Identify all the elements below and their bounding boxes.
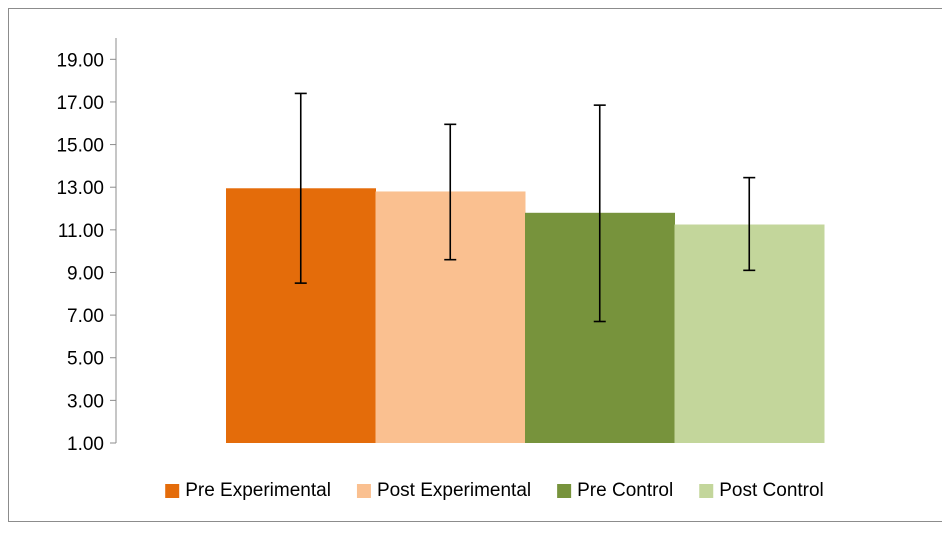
- legend: Pre Experimental Post Experimental Pre Con…: [165, 480, 824, 501]
- y-tick-label: 17.00: [56, 93, 104, 114]
- y-tick-label: 5.00: [67, 349, 104, 370]
- y-tick-label: 13.00: [56, 178, 104, 199]
- bars-group: [226, 188, 825, 443]
- y-tick-label: 9.00: [67, 263, 104, 284]
- y-tick-label: 15.00: [56, 136, 104, 157]
- legend-swatch: [699, 484, 714, 498]
- legend-label: Post Control: [719, 480, 824, 501]
- legend-swatch: [356, 484, 371, 498]
- legend-item-pre-experimental: Pre Experimental: [165, 480, 331, 501]
- legend-item-pre-control: Pre Control: [557, 480, 673, 501]
- legend-swatch: [557, 484, 572, 498]
- y-tick-label: 19.00: [56, 50, 104, 71]
- legend-item-post-experimental: Post Experimental: [356, 480, 531, 501]
- y-tick-label: 11.00: [58, 221, 104, 242]
- legend-label: Post Experimental: [377, 480, 531, 501]
- y-tick-label: 3.00: [67, 391, 104, 412]
- y-axis-group: 1.00 3.00 5.00 7.00 9.00 11.00 13.00 15.00 17.00…: [56, 38, 117, 455]
- y-tick-label: 1.00: [67, 434, 104, 455]
- legend-label: Pre Control: [577, 480, 673, 501]
- legend-swatch: [165, 484, 180, 498]
- y-tick-label: 7.00: [67, 306, 104, 327]
- legend-label: Pre Experimental: [185, 480, 331, 501]
- error-bars-group: [294, 92, 756, 323]
- legend-item-post-control: Post Control: [699, 480, 824, 501]
